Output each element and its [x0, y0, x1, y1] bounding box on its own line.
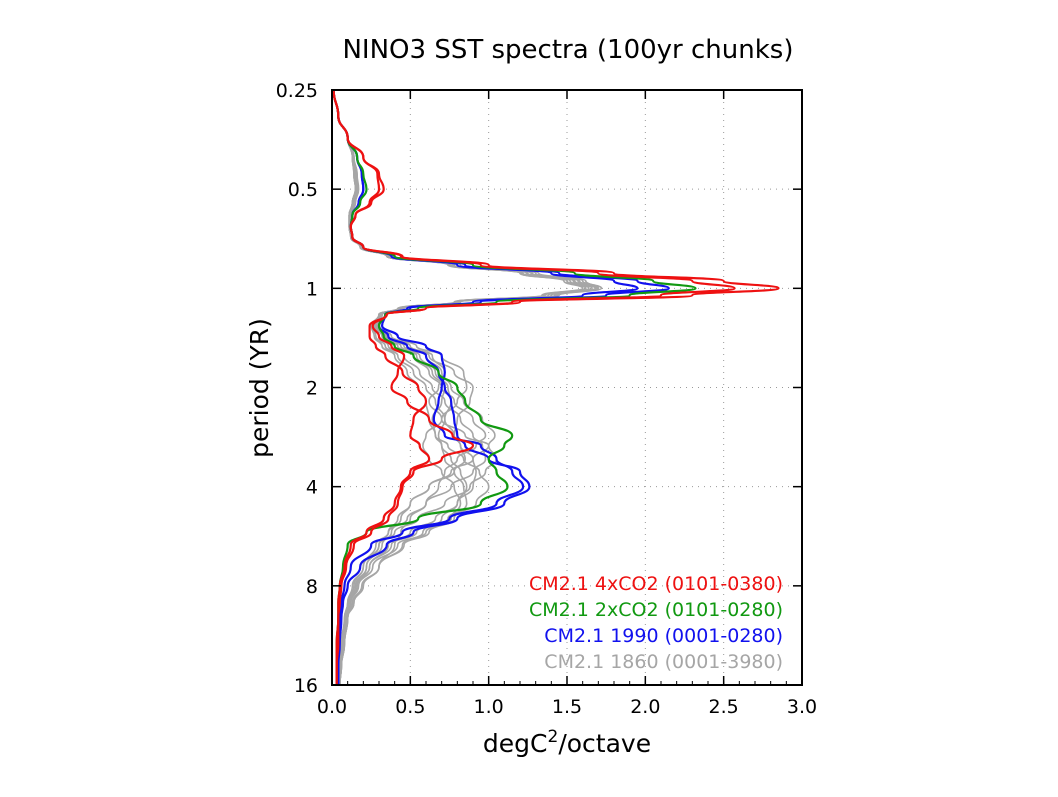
x-tick-label: 2.0: [630, 696, 660, 718]
series-line: [332, 90, 736, 685]
legend-entry: CM2.1 4xCO2 (0101-0380): [529, 573, 783, 595]
x-axis-label: degC2/octave: [483, 727, 651, 758]
x-tick-label: 3.0: [787, 696, 817, 718]
y-tick-label: 0.5: [288, 179, 318, 201]
series-line: [332, 90, 670, 685]
series-line: [332, 90, 590, 685]
series-line: [332, 90, 587, 685]
y-tick-label: 8: [306, 576, 318, 598]
y-axis-label: period (YR): [245, 318, 274, 458]
y-tick-label: 16: [294, 675, 318, 697]
x-axis-label-suffix: /octave: [558, 729, 651, 758]
x-axis: 0.0 0.5 1.0 1.5 2.0 2.5 3.0: [317, 90, 817, 718]
legend-entry: CM2.1 1860 (0001-3980): [544, 651, 783, 673]
series-line: [332, 90, 697, 685]
series-line: [332, 90, 603, 685]
x-tick-label: 2.5: [709, 696, 739, 718]
x-tick-label: 0.0: [317, 696, 347, 718]
legend-entry: CM2.1 2xCO2 (0101-0280): [529, 599, 783, 621]
y-axis: 0.25 0.5 1 2 4 8 16: [276, 80, 802, 697]
series-line: [332, 90, 600, 685]
series-line: [332, 90, 598, 685]
y-tick-label: 1: [306, 278, 318, 300]
x-axis-label-base: degC: [483, 729, 548, 758]
y-tick-label: 2: [306, 378, 318, 400]
x-tick-label: 1.0: [474, 696, 504, 718]
legend-entry: CM2.1 1990 (0001-0280): [544, 625, 783, 647]
grid-lines: [332, 90, 802, 685]
series-line: [332, 90, 587, 685]
chart-title: NINO3 SST spectra (100yr chunks): [342, 35, 793, 65]
x-axis-label-superscript: 2: [547, 727, 558, 747]
x-tick-label: 0.5: [395, 696, 425, 718]
y-tick-label: 0.25: [276, 80, 318, 102]
series-line: [332, 90, 593, 685]
y-tick-label: 4: [306, 477, 318, 499]
legend: CM2.1 4xCO2 (0101-0380) CM2.1 2xCO2 (0101…: [529, 573, 783, 673]
series-lines: [332, 90, 780, 685]
series-line: [332, 90, 780, 685]
x-tick-label: 1.5: [552, 696, 582, 718]
